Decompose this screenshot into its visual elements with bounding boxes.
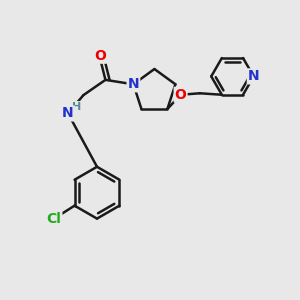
Text: Cl: Cl <box>46 212 62 226</box>
Text: N: N <box>248 69 260 83</box>
Text: N: N <box>62 106 74 120</box>
Text: O: O <box>175 88 187 102</box>
Text: H: H <box>72 102 81 112</box>
Text: N: N <box>128 77 139 91</box>
Text: O: O <box>94 49 106 63</box>
